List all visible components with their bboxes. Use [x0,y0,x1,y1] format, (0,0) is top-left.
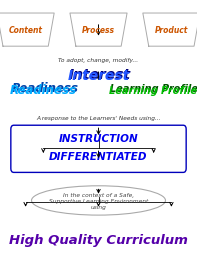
Text: Learning Profile: Learning Profile [110,84,197,94]
Text: A response to the Learners' Needs using...: A response to the Learners' Needs using.… [36,116,161,121]
Text: Learning Profile: Learning Profile [109,85,197,95]
Text: High Quality Curriculum: High Quality Curriculum [9,234,188,246]
Text: Interest: Interest [69,68,131,82]
Text: Product: Product [155,26,188,35]
Text: Readiness: Readiness [10,84,77,97]
Text: DIFFERENTIATED: DIFFERENTIATED [49,151,148,161]
Ellipse shape [32,186,165,215]
Text: INSTRUCTION: INSTRUCTION [59,133,138,144]
Text: Content: Content [9,26,43,35]
FancyBboxPatch shape [11,126,186,173]
Text: Process: Process [82,26,115,35]
Text: In the context of a Safe,
Supportive Learning Environment
using: In the context of a Safe, Supportive Lea… [49,192,148,209]
Text: Interest: Interest [67,69,130,83]
Text: To adopt, change, modify...: To adopt, change, modify... [59,58,138,63]
Text: Readiness: Readiness [11,82,78,95]
